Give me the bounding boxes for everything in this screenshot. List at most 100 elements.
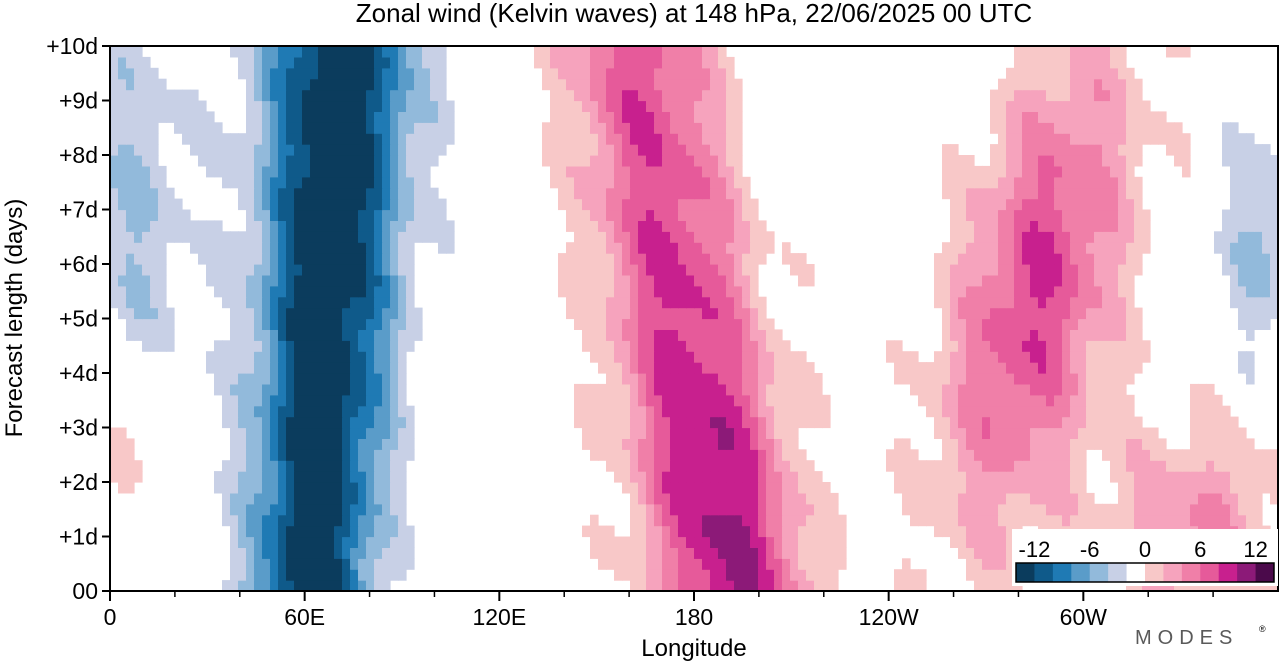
heatmap-cell <box>126 471 135 483</box>
heatmap-cell <box>1006 198 1015 211</box>
heatmap-cell <box>1054 351 1063 363</box>
heatmap-cell <box>1030 78 1039 91</box>
heatmap-cell <box>1006 514 1015 527</box>
heatmap-cell <box>550 176 559 189</box>
heatmap-cell <box>622 144 631 156</box>
heatmap-cell <box>750 536 759 548</box>
heatmap-cell <box>1110 165 1119 178</box>
heatmap-cell <box>302 569 311 581</box>
heatmap-cell <box>654 536 663 548</box>
heatmap-cell <box>694 165 703 178</box>
heatmap-cell <box>574 46 583 58</box>
heatmap-cell <box>718 438 727 450</box>
heatmap-cell <box>574 176 583 189</box>
heatmap-cell <box>1158 492 1167 505</box>
heatmap-cell <box>1070 307 1079 320</box>
heatmap-cell <box>742 503 751 516</box>
heatmap-cell <box>574 220 583 232</box>
heatmap-cell <box>726 122 735 134</box>
heatmap-cell <box>262 209 271 221</box>
heatmap-cell <box>1054 383 1063 396</box>
heatmap-cell <box>430 78 439 91</box>
heatmap-cell <box>414 122 423 134</box>
heatmap-cell <box>1046 155 1055 167</box>
heatmap-cell <box>430 187 439 200</box>
heatmap-cell <box>694 438 703 450</box>
heatmap-cell <box>646 56 655 69</box>
heatmap-cell <box>1030 264 1039 276</box>
heatmap-cell <box>374 285 383 298</box>
heatmap-cell <box>758 492 767 505</box>
heatmap-cell <box>798 405 807 418</box>
heatmap-cell <box>614 67 623 80</box>
chart-title: Zonal wind (Kelvin waves) at 148 hPa, 22… <box>356 0 1032 28</box>
heatmap-cell <box>926 373 935 385</box>
heatmap-cell <box>558 89 567 102</box>
heatmap-cell <box>262 176 271 189</box>
heatmap-cell <box>166 220 175 232</box>
heatmap-cell <box>382 514 391 527</box>
heatmap-cell <box>982 274 991 287</box>
heatmap-cell <box>342 460 351 472</box>
heatmap-cell <box>142 285 151 298</box>
heatmap-cell <box>814 547 823 559</box>
heatmap-cell <box>366 307 375 320</box>
heatmap-cell <box>294 67 303 80</box>
heatmap-cell <box>254 405 263 418</box>
heatmap-cell <box>382 351 391 363</box>
heatmap-cell <box>1126 307 1135 320</box>
heatmap-cell <box>422 100 431 112</box>
heatmap-cell <box>694 492 703 505</box>
heatmap-cell <box>198 133 207 145</box>
heatmap-cell <box>366 460 375 472</box>
heatmap-cell <box>974 569 983 581</box>
heatmap-cell <box>1118 318 1127 330</box>
heatmap-cell <box>374 122 383 134</box>
heatmap-cell <box>630 471 639 483</box>
heatmap-cell <box>1262 253 1271 265</box>
heatmap-cell <box>150 329 159 341</box>
heatmap-cell <box>918 492 927 505</box>
heatmap-cell <box>246 362 255 374</box>
heatmap-cell <box>686 209 695 221</box>
heatmap-cell <box>366 329 375 341</box>
heatmap-cell <box>1078 296 1087 309</box>
heatmap-cell <box>958 220 967 232</box>
heatmap-cell <box>614 274 623 287</box>
heatmap-cell <box>1118 514 1127 527</box>
heatmap-cell <box>1022 329 1031 341</box>
heatmap-cell <box>694 525 703 538</box>
heatmap-cell <box>342 416 351 429</box>
heatmap-cell <box>942 394 951 407</box>
heatmap-cell <box>1038 449 1047 461</box>
heatmap-cell <box>254 165 263 178</box>
heatmap-cell <box>1014 449 1023 461</box>
heatmap-cell <box>662 373 671 385</box>
heatmap-cell <box>1118 274 1127 287</box>
heatmap-cell <box>1014 46 1023 58</box>
heatmap-cell <box>574 187 583 200</box>
heatmap-cell <box>614 231 623 243</box>
heatmap-cell <box>718 176 727 189</box>
heatmap-cell <box>358 253 367 265</box>
heatmap-cell <box>1046 89 1055 102</box>
heatmap-cell <box>830 558 839 570</box>
heatmap-cell <box>374 100 383 112</box>
heatmap-cell <box>366 198 375 211</box>
heatmap-cell <box>686 351 695 363</box>
heatmap-cell <box>694 56 703 69</box>
heatmap-cell <box>286 405 295 418</box>
heatmap-cell <box>718 89 727 102</box>
heatmap-cell <box>366 133 375 145</box>
heatmap-cell <box>1046 165 1055 178</box>
heatmap-cell <box>966 340 975 352</box>
heatmap-cell <box>1094 242 1103 254</box>
heatmap-cell <box>1270 155 1278 167</box>
heatmap-cell <box>398 264 407 276</box>
heatmap-cell <box>766 580 775 591</box>
heatmap-cell <box>622 558 631 570</box>
heatmap-cell <box>1246 198 1255 211</box>
heatmap-cell <box>982 231 991 243</box>
heatmap-cell <box>294 144 303 156</box>
heatmap-cell <box>350 285 359 298</box>
